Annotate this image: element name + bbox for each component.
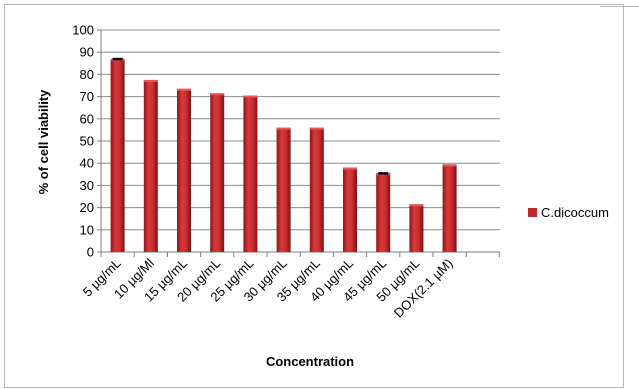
bar — [210, 93, 225, 253]
y-tick-label: 90 — [80, 45, 94, 60]
bar-top-highlight — [409, 204, 424, 207]
x-axis-title: Concentration — [266, 354, 354, 369]
legend-label: C.dicoccum — [541, 205, 609, 220]
bar — [177, 88, 191, 252]
bar-top-highlight — [143, 79, 158, 82]
bar-top-highlight — [243, 95, 258, 98]
y-tick-label: 70 — [80, 89, 94, 104]
legend: C.dicoccum — [528, 205, 609, 220]
bar-top-highlight — [442, 164, 457, 167]
legend-swatch — [528, 208, 537, 217]
bar — [276, 127, 291, 252]
bar — [409, 204, 424, 252]
y-tick-label: 10 — [80, 222, 94, 237]
bar-top-highlight — [276, 127, 291, 130]
bar-top-highlight — [177, 88, 191, 91]
y-axis-title: % of cell viability — [36, 89, 51, 195]
frame-edge-line — [600, 6, 639, 7]
bar — [143, 79, 158, 252]
bar — [243, 95, 258, 253]
axes — [97, 29, 500, 257]
gridlines — [101, 29, 500, 231]
y-tick-label: 60 — [80, 111, 94, 126]
error-bar — [112, 57, 123, 61]
y-tick-label: 0 — [87, 245, 94, 260]
y-tick-label: 80 — [80, 67, 94, 82]
y-tick-label: 50 — [80, 134, 94, 149]
y-tick-label: 30 — [80, 178, 94, 193]
bar — [442, 164, 457, 252]
bar-top-highlight — [343, 167, 357, 170]
y-tick-label: 100 — [72, 23, 94, 38]
bar — [110, 58, 125, 252]
bar-top-highlight — [210, 93, 225, 96]
bar — [376, 173, 391, 252]
bar — [309, 127, 324, 252]
error-bar — [378, 172, 389, 175]
bar-top-highlight — [309, 127, 324, 130]
bar — [343, 167, 357, 252]
y-tick-label: 40 — [80, 156, 94, 171]
bars — [110, 57, 457, 253]
y-tick-label: 20 — [80, 200, 94, 215]
